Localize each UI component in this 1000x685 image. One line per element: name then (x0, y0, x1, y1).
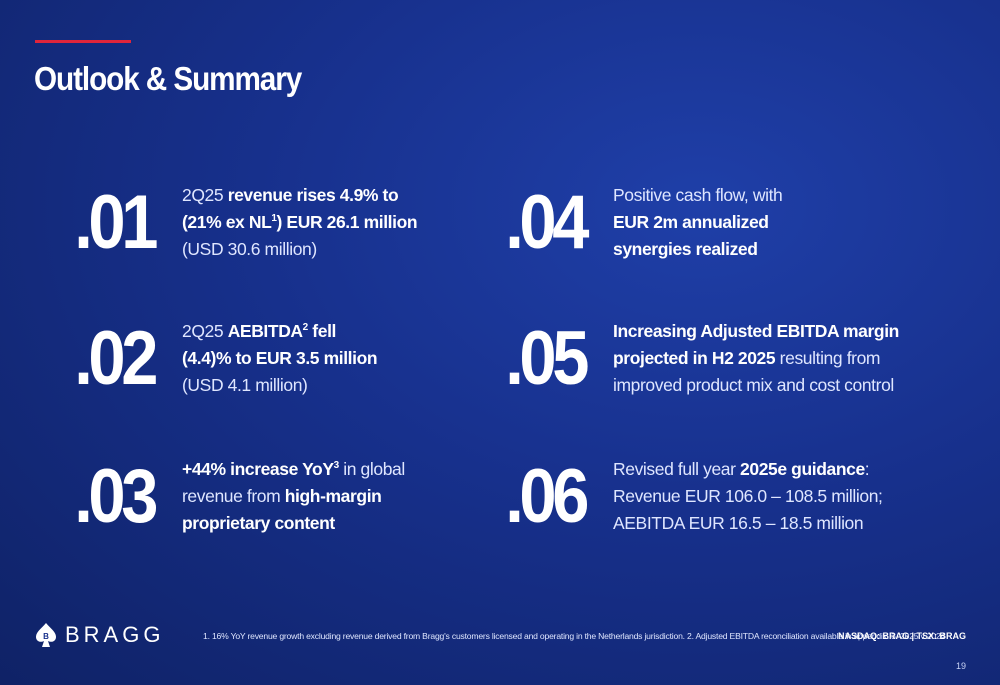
logo-wordmark: BRAGG (65, 622, 165, 647)
summary-item-04: .04 Positive cash flow, with EUR 2m annu… (463, 179, 783, 265)
item-description: Increasing Adjusted EBITDA margin projec… (613, 321, 899, 395)
item-description: Revised full year 2025e guidance: Revenu… (613, 459, 883, 533)
summary-item-01: .01 2Q25 revenue rises 4.9% to (21% ex N… (32, 182, 417, 263)
footnote-ref: 2 (302, 322, 309, 334)
footnotes: 1. 16% YoY revenue growth excluding reve… (203, 631, 946, 641)
item-description: Positive cash flow, with EUR 2m annualiz… (613, 185, 783, 259)
title-accent-line (35, 40, 131, 43)
summary-item-05: .05 Increasing Adjusted EBITDA margin pr… (463, 318, 899, 399)
item-number: .06 (505, 453, 589, 539)
item-description: 2Q25 AEBITDA2 fell (4.4)% to EUR 3.5 mil… (182, 321, 378, 395)
item-number: .04 (505, 179, 589, 265)
summary-item-06: .06 Revised full year 2025e guidance: Re… (463, 456, 883, 537)
footnote-ref: 3 (333, 460, 340, 472)
item-number: .05 (505, 315, 589, 401)
stock-ticker: NASDAQ: BRAG | TSX: BRAG (837, 631, 966, 641)
item-number: .03 (74, 453, 158, 539)
item-number: .01 (74, 179, 158, 265)
footnote-ref: 1 (271, 213, 277, 225)
page-title: Outlook & Summary (34, 60, 302, 97)
item-number: .02 (74, 315, 158, 401)
summary-item-03: .03 +44% increase YoY3 in global revenue… (32, 456, 405, 537)
spade-logo-icon: B (36, 623, 56, 647)
item-description: +44% increase YoY3 in global revenue fro… (182, 459, 405, 533)
item-description: 2Q25 revenue rises 4.9% to (21% ex NL1) … (182, 185, 418, 259)
page-number: 19 (955, 661, 966, 671)
svg-text:B: B (43, 632, 49, 641)
summary-item-02: .02 2Q25 AEBITDA2 fell (4.4)% to EUR 3.5… (32, 318, 377, 399)
bragg-logo: B BRAGG (35, 622, 164, 648)
